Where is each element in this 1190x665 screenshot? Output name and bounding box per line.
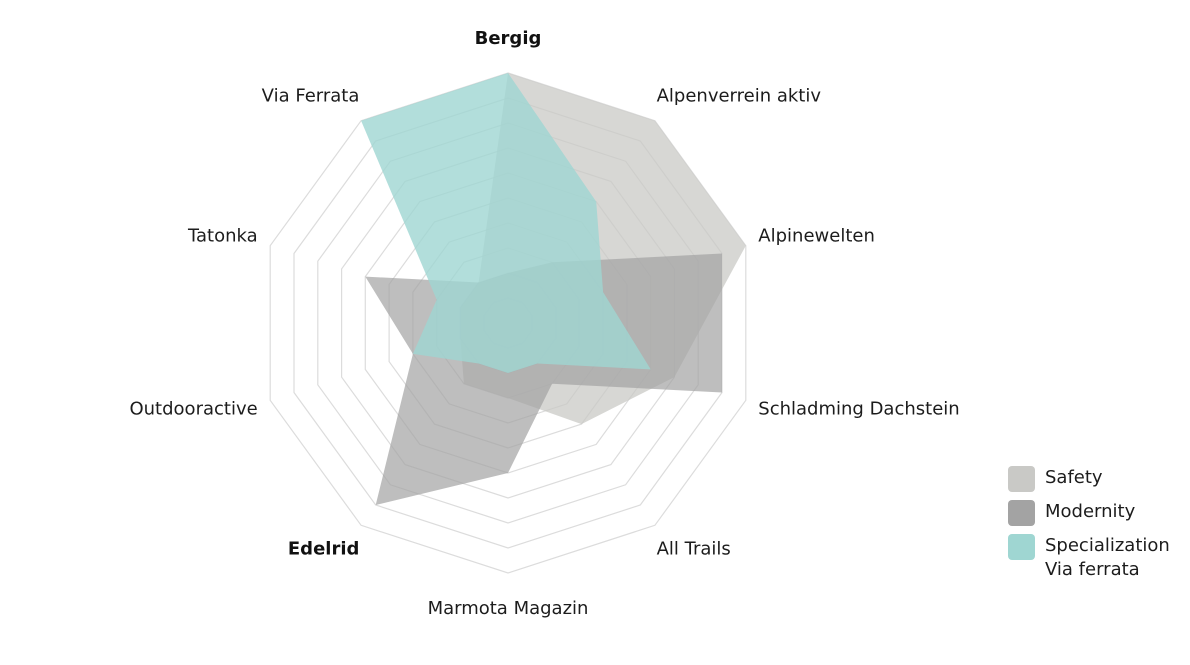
axis-label-5: Marmota Magazin — [428, 598, 589, 619]
legend: Safety Modernity Specialization Via ferrat… — [1008, 466, 1170, 590]
legend-item-1: Modernity — [1008, 500, 1170, 526]
legend-item-2: Specialization Via ferrata — [1008, 534, 1170, 582]
axis-label-2: Alpinewelten — [758, 226, 875, 247]
axis-labels: Bergig Alpenverrein aktiv Alpinewelten Schl… — [129, 28, 959, 619]
series-area-2 — [361, 73, 651, 373]
axis-label-8: Tatonka — [187, 226, 258, 247]
legend-label: Safety — [1045, 467, 1103, 488]
legend-label: Specialization Via ferrata — [1045, 535, 1170, 580]
legend-swatch — [1008, 500, 1035, 526]
axis-label-4: All Trails — [657, 539, 731, 560]
axis-label-9: Via Ferrata — [262, 86, 360, 107]
axis-label-0: Bergig — [475, 28, 542, 49]
axis-label-1: Alpenverrein aktiv — [657, 86, 822, 107]
grid-ring-10 — [269, 72, 747, 574]
axis-label-3: Schladming Dachstein — [758, 399, 959, 420]
axis-label-7: Outdooractive — [129, 399, 257, 420]
legend-swatch — [1008, 466, 1035, 492]
legend-swatch — [1008, 534, 1035, 560]
axis-label-6: Edelrid — [288, 539, 360, 560]
legend-label: Modernity — [1045, 501, 1136, 522]
radar-series — [361, 73, 746, 505]
legend-item-0: Safety — [1008, 466, 1170, 492]
